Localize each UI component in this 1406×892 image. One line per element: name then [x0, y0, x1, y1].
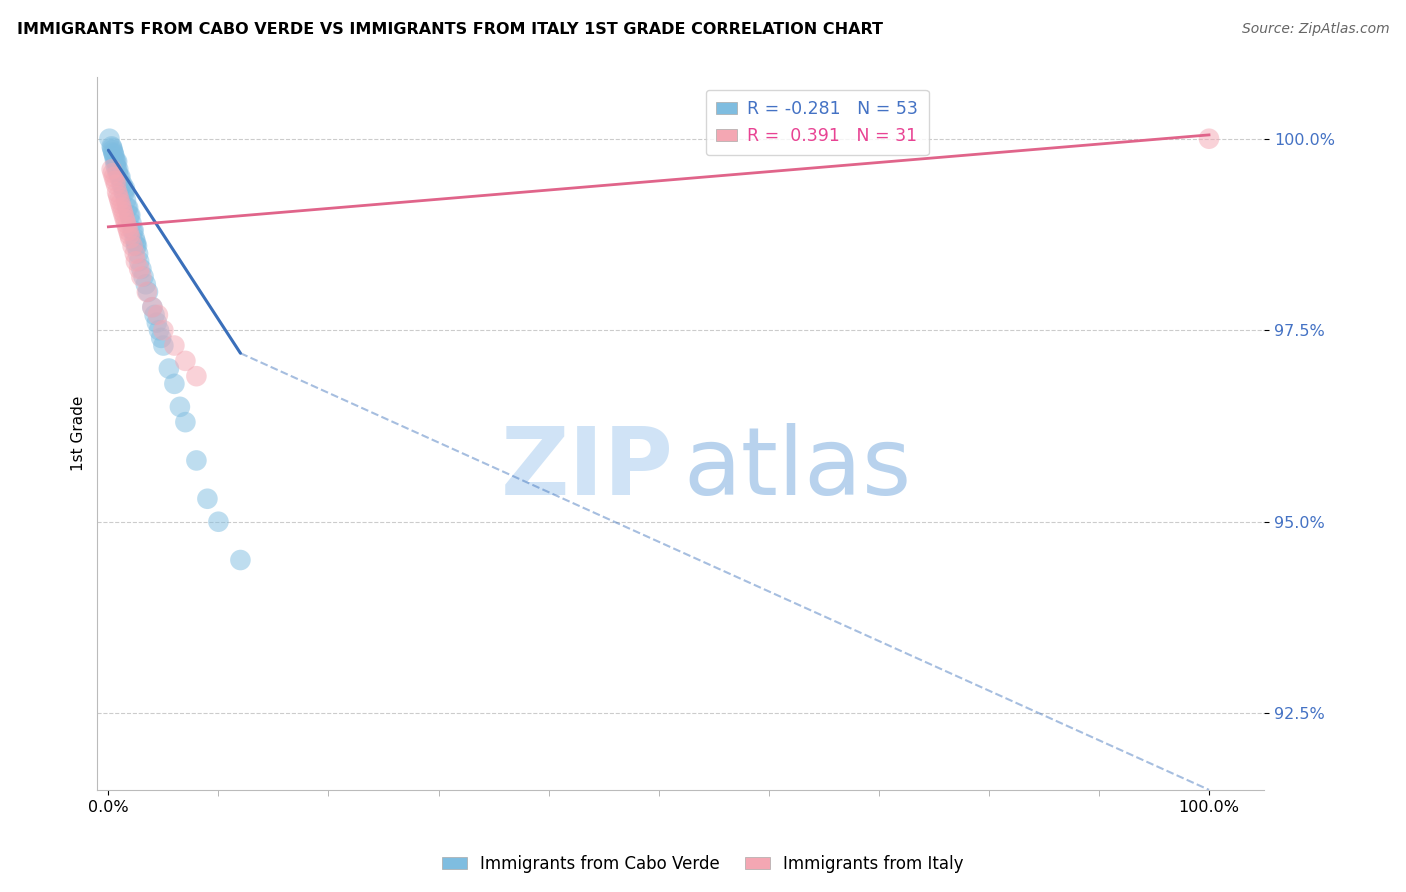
Point — [108, 193, 131, 207]
Point — [152, 338, 174, 352]
Point — [174, 415, 197, 429]
Point — [112, 208, 135, 222]
Point — [128, 254, 150, 268]
Legend: Immigrants from Cabo Verde, Immigrants from Italy: Immigrants from Cabo Verde, Immigrants f… — [436, 848, 970, 880]
Point — [101, 166, 124, 180]
Point — [101, 141, 124, 155]
Point — [125, 235, 148, 249]
Point — [108, 169, 131, 184]
Point — [110, 178, 132, 192]
Point — [124, 231, 146, 245]
Point — [105, 186, 128, 200]
Point — [104, 153, 127, 168]
Point — [141, 300, 163, 314]
Point — [186, 453, 208, 467]
Point — [128, 262, 150, 277]
Point — [101, 143, 124, 157]
Point — [117, 201, 139, 215]
Point — [118, 208, 141, 222]
Point — [163, 376, 186, 391]
Point — [107, 189, 129, 203]
Point — [157, 361, 180, 376]
Point — [103, 149, 125, 163]
Point — [207, 515, 229, 529]
Point — [135, 285, 157, 299]
Point — [111, 178, 134, 192]
Text: IMMIGRANTS FROM CABO VERDE VS IMMIGRANTS FROM ITALY 1ST GRADE CORRELATION CHART: IMMIGRANTS FROM CABO VERDE VS IMMIGRANTS… — [17, 22, 883, 37]
Point — [125, 254, 148, 268]
Point — [146, 308, 169, 322]
Point — [100, 162, 122, 177]
Point — [104, 174, 127, 188]
Point — [125, 239, 148, 253]
Point — [186, 369, 208, 384]
Point — [132, 269, 155, 284]
Point — [174, 354, 197, 368]
Point — [143, 308, 166, 322]
Point — [98, 132, 121, 146]
Point — [169, 400, 191, 414]
Point — [100, 139, 122, 153]
Point — [105, 161, 128, 176]
Point — [110, 169, 132, 184]
Point — [114, 186, 136, 200]
Text: Source: ZipAtlas.com: Source: ZipAtlas.com — [1241, 22, 1389, 37]
Point — [163, 338, 186, 352]
Point — [148, 323, 170, 337]
Point — [120, 208, 142, 222]
Point — [146, 316, 169, 330]
Point — [124, 246, 146, 260]
Point — [111, 204, 134, 219]
Point — [114, 212, 136, 227]
Point — [122, 224, 145, 238]
Point — [125, 239, 148, 253]
Point — [114, 181, 136, 195]
Point — [121, 216, 143, 230]
Text: ZIP: ZIP — [501, 424, 673, 516]
Point — [115, 193, 138, 207]
Point — [121, 224, 143, 238]
Point — [103, 145, 125, 160]
Point — [117, 224, 139, 238]
Point — [127, 246, 149, 260]
Point — [103, 147, 125, 161]
Point — [131, 262, 153, 277]
Point — [1198, 132, 1220, 146]
Point — [229, 553, 252, 567]
Point — [135, 277, 157, 292]
Point — [131, 269, 153, 284]
Point — [110, 201, 132, 215]
Point — [136, 285, 159, 299]
Point — [115, 219, 138, 234]
Point — [107, 165, 129, 179]
Text: atlas: atlas — [683, 424, 911, 516]
Point — [105, 178, 128, 192]
Point — [121, 239, 143, 253]
Point — [105, 154, 128, 169]
Legend: R = -0.281   N = 53, R =  0.391   N = 31: R = -0.281 N = 53, R = 0.391 N = 31 — [706, 90, 929, 155]
Point — [112, 186, 135, 200]
Point — [105, 154, 128, 169]
Point — [103, 169, 125, 184]
Point — [120, 231, 142, 245]
Point — [118, 227, 141, 242]
Y-axis label: 1st Grade: 1st Grade — [72, 396, 86, 471]
Point — [104, 158, 127, 172]
Point — [107, 162, 129, 177]
Point — [152, 323, 174, 337]
Point — [115, 216, 138, 230]
Point — [197, 491, 219, 506]
Point — [110, 197, 132, 211]
Point — [141, 300, 163, 314]
Point — [115, 201, 138, 215]
Point — [150, 331, 173, 345]
